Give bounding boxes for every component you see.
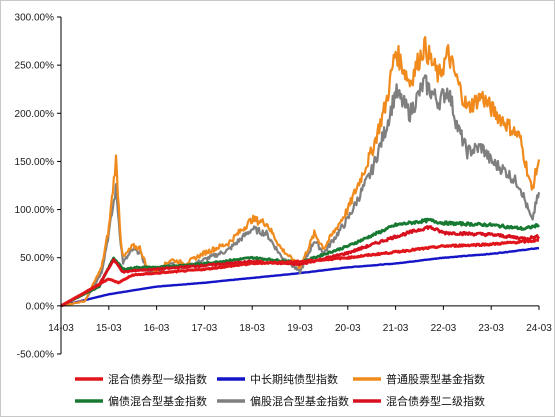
legend-label: 中长期纯债型指数	[250, 372, 338, 386]
legend-item: 普通股票型基金指数	[353, 372, 485, 386]
x-tick-label: 20-03	[335, 323, 361, 334]
legend-label: 偏股混合型基金指数	[250, 394, 349, 408]
legend-label: 混合债券型二级指数	[386, 394, 485, 408]
y-tick-label: 150.00%	[15, 157, 55, 168]
x-tick-label: 21-03	[383, 323, 409, 334]
series-line-5	[60, 225, 541, 308]
x-tick-label: 23-03	[478, 323, 504, 334]
x-tick-label: 17-03	[192, 323, 218, 334]
series-line-0	[60, 238, 540, 308]
series-line-1	[60, 246, 540, 308]
y-tick-label: 50.00%	[20, 253, 54, 264]
x-tick-label: 22-03	[431, 323, 457, 334]
series-layer	[60, 35, 541, 308]
series-line-2	[60, 35, 541, 307]
y-tick-label: 200.00%	[15, 109, 55, 120]
legend-label: 偏债混合型基金指数	[108, 394, 207, 408]
legend-item: 偏债混合型基金指数	[75, 394, 207, 408]
y-tick-label: 300.00%	[15, 13, 55, 24]
x-tick-label: 16-03	[144, 323, 170, 334]
x-tick-label: 15-03	[96, 323, 122, 334]
y-tick-label: 100.00%	[15, 205, 55, 216]
y-tick-label: -50.00%	[17, 350, 54, 361]
y-tick-label: 250.00%	[15, 61, 55, 72]
x-tick-label: 19-03	[287, 323, 313, 334]
legend-item: 中长期纯债型指数	[217, 372, 338, 386]
x-tick-label: 18-03	[239, 323, 265, 334]
axis-layer: 300.00% 250.00% 200.00% 150.00% 100.00% 50.00…	[15, 13, 553, 361]
y-tick-label: 0.00%	[26, 301, 54, 312]
x-tick-label: 24-03	[526, 323, 552, 334]
legend-item: 混合债券型二级指数	[353, 394, 485, 408]
legend-label: 普通股票型基金指数	[386, 372, 485, 386]
legend-label: 混合债券型一级指数	[108, 372, 207, 386]
legend-item: 偏股混合型基金指数	[217, 394, 349, 408]
x-tick-label: 14-03	[48, 323, 74, 334]
legend-item: 混合债券型一级指数	[75, 372, 207, 386]
